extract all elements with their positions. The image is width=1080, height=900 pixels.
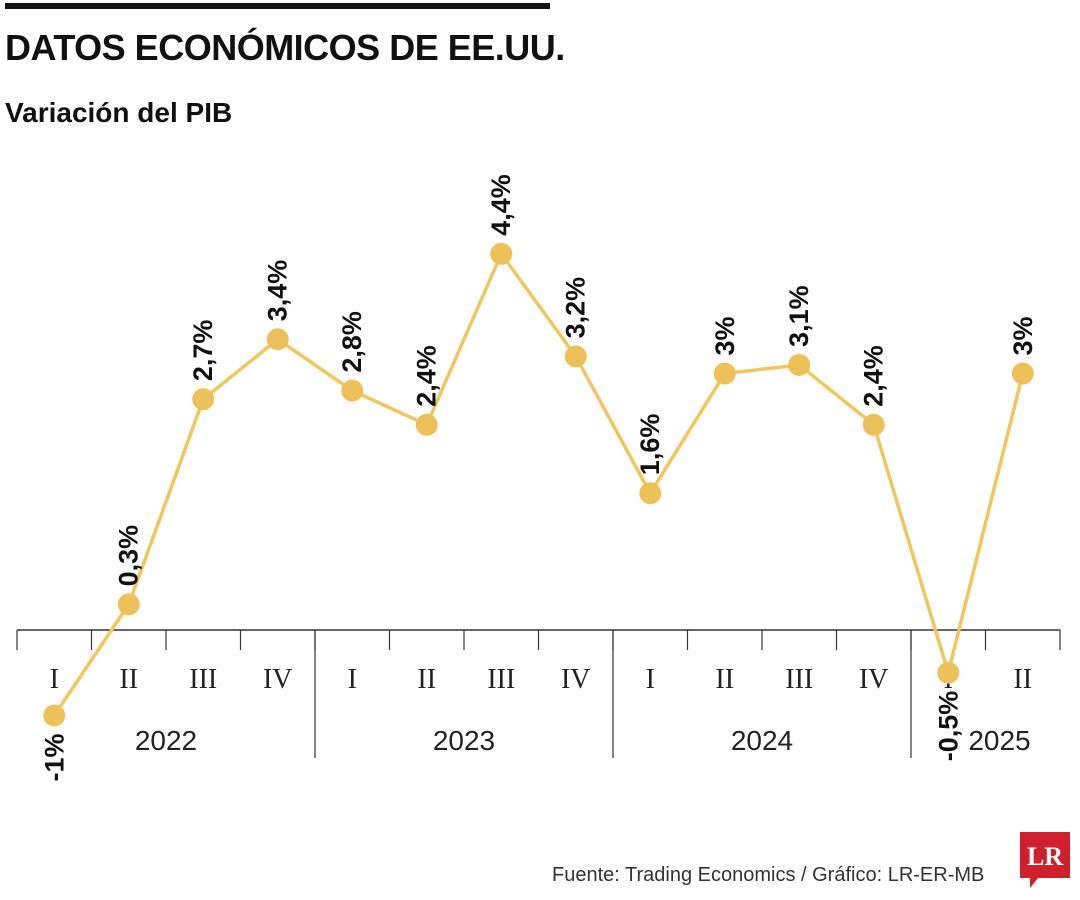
data-point: [415, 413, 438, 436]
quarter-label: IV: [263, 664, 293, 695]
data-point: [266, 328, 289, 351]
quarter-label: I: [646, 664, 655, 695]
year-label: 2022: [135, 725, 197, 756]
data-point: [43, 704, 66, 727]
data-point: [564, 345, 587, 368]
year-label: 2023: [433, 725, 495, 756]
source-note: Fuente: Trading Economics / Gráfico: LR-…: [552, 864, 985, 886]
quarter-label: III: [189, 664, 217, 695]
data-label: 1,6%: [635, 414, 665, 476]
data-label: -1%: [39, 734, 69, 782]
data-point: [341, 379, 364, 402]
data-label: 3,1%: [784, 285, 814, 347]
quarter-label: II: [715, 664, 734, 695]
data-label: 3,4%: [263, 260, 293, 322]
quarter-label: II: [417, 664, 436, 695]
quarter-label: I: [348, 664, 357, 695]
data-label: -0,5%: [933, 691, 963, 762]
page-title: DATOS ECONÓMICOS DE EE.UU.: [5, 27, 565, 68]
data-point: [117, 593, 140, 616]
data-label: 0,3%: [114, 525, 144, 587]
quarter-label: III: [785, 664, 813, 695]
data-point: [639, 482, 662, 505]
data-label: 4,4%: [486, 174, 516, 236]
quarter-label: II: [119, 664, 138, 695]
svg-text:LR: LR: [1027, 842, 1063, 871]
quarter-label: I: [50, 664, 59, 695]
data-point: [862, 413, 885, 436]
lr-logo: LR: [1020, 832, 1070, 888]
quarter-label: IV: [859, 664, 889, 695]
quarter-label: IV: [561, 664, 591, 695]
data-point: [713, 362, 736, 385]
quarter-label: III: [487, 664, 515, 695]
data-label: 2,7%: [188, 320, 218, 382]
gdp-series-line: [52, 252, 1025, 717]
data-point: [788, 353, 811, 376]
data-point: [192, 388, 215, 411]
data-label: 2,4%: [412, 345, 442, 407]
top-rule: [5, 3, 550, 9]
data-label: 2,4%: [859, 345, 889, 407]
year-label: 2025: [968, 725, 1030, 756]
data-point: [937, 661, 960, 684]
data-label: 3%: [710, 316, 740, 355]
data-label: 3,2%: [561, 277, 591, 339]
quarter-label: II: [1013, 664, 1032, 695]
data-point: [1011, 362, 1034, 385]
chart-subtitle: Variación del PIB: [5, 97, 233, 128]
year-label: 2024: [731, 725, 793, 756]
data-point: [490, 242, 513, 265]
data-label: 2,8%: [337, 311, 367, 373]
data-label: 3%: [1008, 316, 1038, 355]
